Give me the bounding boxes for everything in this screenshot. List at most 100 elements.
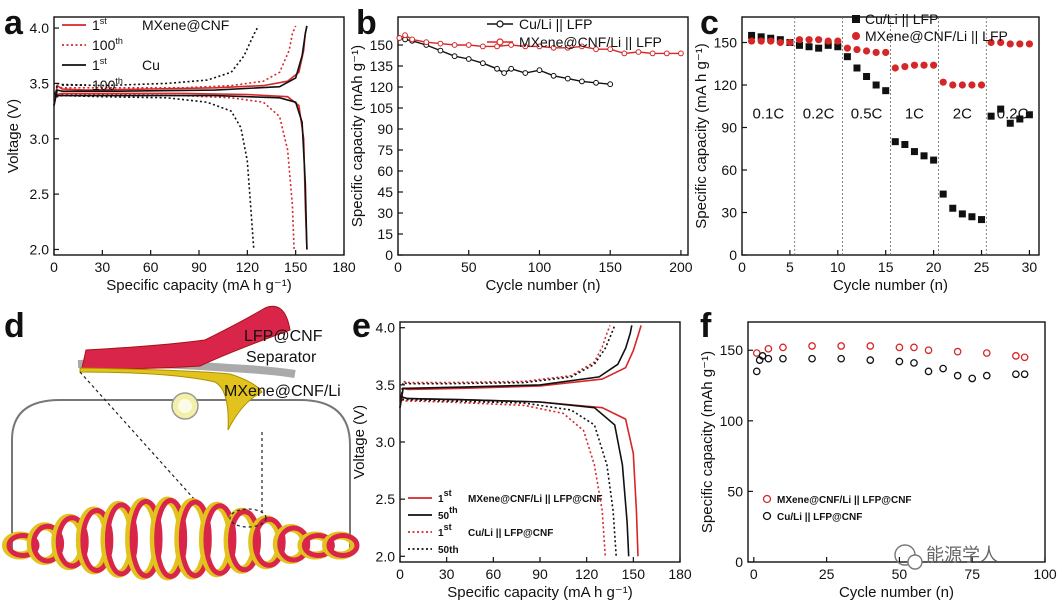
- chart-b: 0 50 100 150 200 0 15 30 45 60 75 90 105 120 135 150 Cyc…: [349, 16, 693, 294]
- legend-marker-b: [496, 20, 504, 28]
- x-tick-label-b: 200: [669, 259, 693, 275]
- curve-a: [53, 25, 260, 106]
- data-point-b: [501, 70, 507, 76]
- data-point-b: [607, 81, 614, 88]
- legend-label-f: MXene@CNF/Li || LFP@CNF: [777, 495, 912, 506]
- legend-sup: th: [449, 505, 458, 515]
- data-point-c: [862, 47, 871, 55]
- curve-e: [399, 394, 607, 557]
- chart-f: 0 25 50 75 100 0 50 100 150 Cycle number (n) Speci…: [699, 321, 1057, 600]
- data-point-c: [1016, 115, 1024, 123]
- x-axis-title-b: Cycle number (n): [485, 277, 600, 294]
- y-tick-label-b: 105: [370, 100, 394, 116]
- data-point-c: [968, 81, 976, 89]
- spring-coil-red: [178, 499, 212, 579]
- data-point-c: [997, 38, 1005, 47]
- data-point-f: [895, 343, 904, 352]
- data-point-c: [891, 138, 899, 146]
- x-tick-label-c: 0: [738, 259, 746, 275]
- data-point-c: [863, 73, 871, 80]
- label-separator: Separator: [246, 349, 317, 366]
- data-point-f: [982, 371, 991, 380]
- y-tick-label-f: 0: [735, 554, 743, 570]
- y-axis-title-e: Voltage (V): [351, 405, 368, 479]
- x-axis-title-f: Cycle number (n): [839, 584, 954, 600]
- legend-marker-c: [852, 15, 860, 23]
- rate-label: 0.5C: [851, 105, 883, 122]
- chart-e: 0 30 60 90 120 150 180 2.0 2.5 3.0 3.5 4.0 Specific …: [351, 320, 692, 600]
- data-point-f: [982, 349, 991, 357]
- data-point-f: [924, 367, 933, 376]
- legend-label-b: Cu/Li || LFP: [519, 16, 592, 32]
- legend-cycle-a: 100th: [92, 76, 123, 93]
- x-tick-label-c: 15: [878, 259, 894, 275]
- data-point-c: [910, 148, 918, 156]
- data-point-c: [1016, 40, 1024, 48]
- legend-sup: st: [100, 56, 108, 66]
- label-lfp-cnf: LFP@CNF: [244, 328, 323, 345]
- curve-e: [399, 394, 617, 557]
- data-point-f: [895, 357, 904, 366]
- x-tick-label-a: 30: [95, 259, 111, 275]
- data-point-f: [752, 367, 761, 376]
- legend-sup: th: [115, 76, 123, 86]
- legend-sup: st: [444, 488, 452, 498]
- spring-coil-red: [6, 533, 40, 558]
- legend-cycle-e: 50th: [438, 505, 458, 522]
- y-tick-label-b: 135: [370, 58, 394, 74]
- y-tick-label-b: 60: [377, 163, 393, 179]
- y-tick-label-a: 2.5: [30, 186, 50, 202]
- data-point-c: [901, 141, 909, 148]
- data-point-c: [901, 62, 909, 71]
- data-point-f: [910, 343, 918, 352]
- data-point-f: [837, 342, 846, 350]
- y-tick-label-b: 30: [377, 205, 393, 221]
- data-point-b: [409, 36, 416, 43]
- data-point-b: [508, 42, 515, 48]
- data-point-c: [939, 190, 947, 198]
- legend-marker-f: [762, 494, 772, 504]
- legend-cycle-a: 1st: [92, 16, 107, 33]
- zoom-circle: [229, 508, 267, 528]
- y-tick-label-b: 150: [370, 37, 394, 53]
- data-point-b: [564, 75, 571, 82]
- data-point-c: [824, 41, 832, 49]
- x-tick-label-a: 180: [332, 259, 356, 275]
- data-point-f: [808, 342, 816, 350]
- curve-e: [399, 325, 611, 408]
- spring-coil-red: [80, 507, 114, 574]
- data-point-b: [593, 46, 599, 53]
- data-point-c: [776, 38, 784, 47]
- legend-group-label-e: MXene@CNF/Li || LFP@CNF: [468, 494, 603, 505]
- data-point-c: [987, 38, 995, 47]
- data-point-c: [958, 81, 966, 89]
- data-point-b: [402, 32, 408, 39]
- data-point-b: [522, 70, 529, 76]
- watermark-text: 能源学人: [926, 545, 998, 565]
- data-point-f: [866, 342, 875, 350]
- data-point-c: [795, 41, 803, 49]
- data-point-b: [536, 43, 543, 50]
- data-point-c: [1006, 119, 1014, 127]
- data-point-c: [872, 81, 880, 89]
- data-point-c: [872, 48, 880, 57]
- data-point-b: [607, 46, 614, 53]
- x-tick-label-e: 120: [575, 566, 599, 582]
- data-point-b: [437, 40, 444, 47]
- y-tick-label-c: 60: [721, 162, 737, 178]
- label-mxene-cnf-li: MXene@CNF/Li: [224, 383, 341, 400]
- x-tick-label-f: 75: [964, 566, 980, 582]
- curve-a: [53, 25, 297, 106]
- data-point-b: [649, 50, 656, 57]
- data-point-c: [1025, 111, 1033, 119]
- y-tick-label-c: 90: [721, 120, 737, 136]
- plot-frame-e: [399, 321, 681, 563]
- legend-cycle-a: 100th: [92, 36, 123, 53]
- y-tick-label-e: 3.0: [376, 434, 396, 450]
- spring-coil-red: [104, 502, 138, 577]
- plot-frame-b: [397, 16, 689, 256]
- data-point-b: [621, 50, 628, 57]
- watermark: 能源学人: [894, 544, 998, 570]
- data-point-f: [752, 349, 761, 357]
